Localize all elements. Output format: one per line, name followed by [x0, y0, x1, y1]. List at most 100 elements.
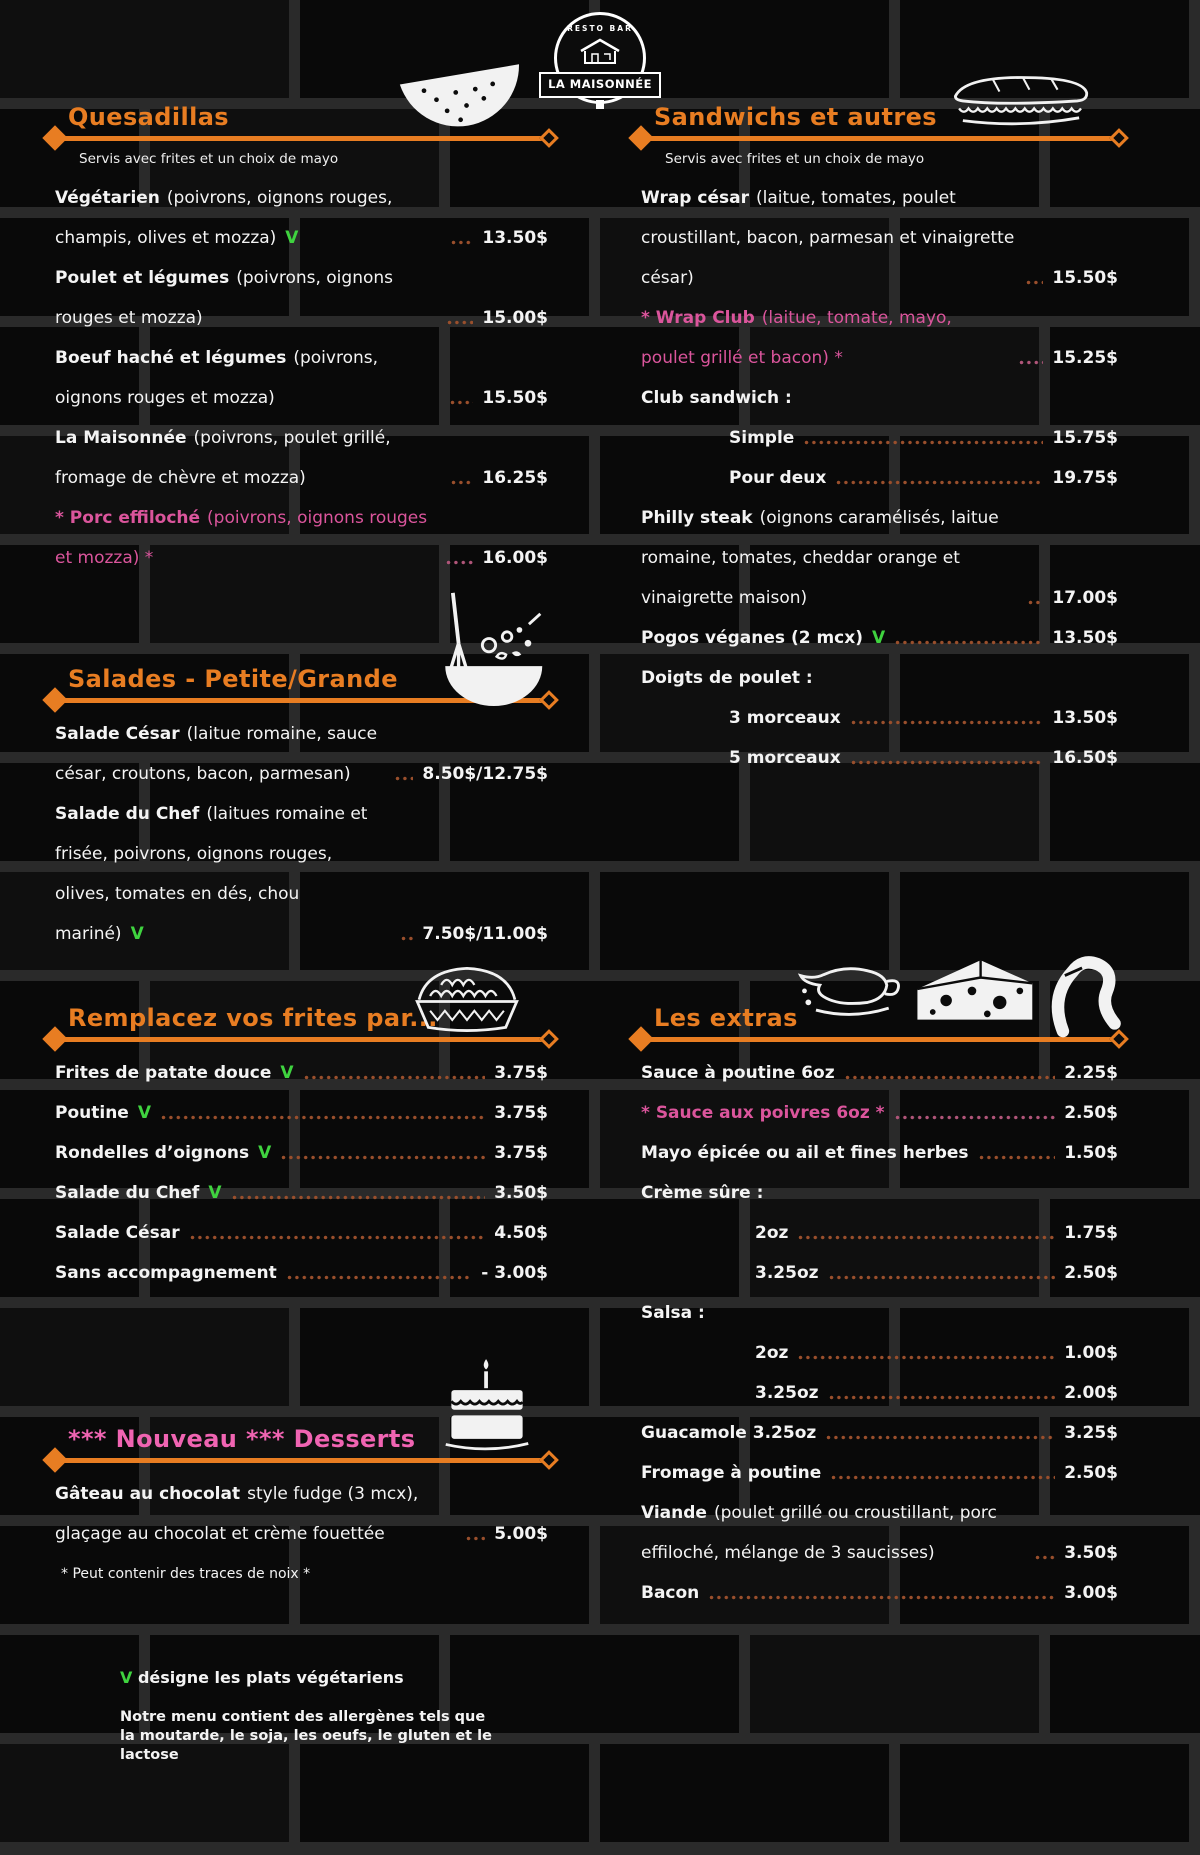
menu-item: Fromage à poutine 2.50$ [641, 1453, 1118, 1493]
brick [450, 545, 739, 643]
menu-item: Sans accompagnement - 3.00$ [55, 1253, 548, 1293]
item-price: 13.50$ [1052, 707, 1118, 728]
item-name: Salade du Chef [55, 1182, 200, 1203]
item-price: 19.75$ [1052, 467, 1118, 488]
item-price: 16.25$ [482, 467, 548, 488]
dotted-leader [161, 1114, 486, 1120]
section-title: Quesadillas [68, 103, 229, 131]
item-name: 2oz [755, 1342, 789, 1363]
veg-mark: V [208, 1182, 222, 1203]
dotted-leader [894, 1114, 1056, 1120]
item-desc: (laitue, tomates, poulet croustillant, b… [641, 187, 1015, 288]
dotted-leader [831, 1474, 1056, 1480]
brick [600, 436, 889, 534]
dotted-leader [451, 479, 474, 485]
menu-item: Mayo épicée ou ail et fines herbes 1.50$ [641, 1133, 1118, 1173]
section-subtitle: Servis avec frites et un choix de mayo [665, 150, 925, 167]
logo-mark [596, 100, 604, 109]
brick [450, 1635, 739, 1733]
item-name: 3 morceaux [729, 707, 841, 728]
dotted-leader [303, 1074, 486, 1080]
veg-legend: V désigne les plats végétariens [120, 1668, 404, 1687]
dotted-leader [850, 759, 1044, 765]
item-price: 16.00$ [482, 547, 548, 568]
brick [0, 1417, 139, 1515]
brick [1050, 109, 1200, 207]
item-name: Bacon [641, 1582, 700, 1603]
item-name: Viande [641, 1502, 707, 1523]
brick [900, 872, 1189, 970]
brick [750, 1199, 1039, 1297]
veg-mark: V [280, 1062, 294, 1083]
menu-item: Wrap césar (laitue, tomates, poulet crous… [641, 178, 1118, 298]
dotted-leader [281, 1154, 486, 1160]
item-price: 3.50$ [1064, 1542, 1118, 1563]
menu-group-label: Salsa : [641, 1302, 705, 1323]
dotted-leader [836, 479, 1044, 485]
menu-item: Viande (poulet grillé ou croustillant, po… [641, 1493, 1118, 1573]
menu-item: Gâteau au chocolat style fudge (3 mcx), g… [55, 1474, 548, 1554]
item-price: 15.25$ [1052, 347, 1118, 368]
menu-item: 3 morceaux 13.50$ [641, 698, 1118, 738]
item-name: 2oz [755, 1222, 789, 1243]
menu-item: Poutine V 3.75$ [55, 1093, 548, 1133]
section-salades: Salades - Petite/Grande Salade César (lai… [55, 592, 548, 954]
item-desc: (laitues romaine et frisée, poivrons, oi… [55, 803, 368, 944]
veg-mark: V [285, 227, 299, 248]
brick [0, 436, 289, 534]
section-divider [55, 1036, 548, 1042]
brick [0, 1635, 139, 1733]
brick [750, 545, 1039, 643]
menu-item: Sauce à poutine 6oz 2.25$ [641, 1053, 1118, 1093]
section-desserts: *** Nouveau *** Desserts Gâteau au choco… [55, 1359, 548, 1582]
brick [300, 1090, 589, 1188]
dotted-leader [804, 439, 1044, 445]
sandwich-icon [953, 76, 1089, 126]
section-title: *** Nouveau *** Desserts [68, 1425, 416, 1453]
brick [1050, 1417, 1200, 1515]
brick [0, 1526, 289, 1624]
allergen-notice: Notre menu contient des allergènes tels … [120, 1709, 492, 1764]
section-sandwichs: Sandwichs et autres Servis avec frites e… [641, 76, 1118, 778]
menu-items: Wrap césar (laitue, tomates, poulet crous… [641, 178, 1118, 778]
cake-icon [445, 1359, 529, 1451]
menu-item: Salade du Chef V 3.50$ [55, 1173, 548, 1213]
menu-item: Boeuf haché et légumes (poivrons, oignons… [55, 338, 548, 418]
brick [1050, 1635, 1200, 1733]
menu-item: Simple 15.75$ [641, 418, 1118, 458]
brick [150, 1199, 439, 1297]
item-name: Philly steak [641, 507, 753, 528]
brick [150, 327, 439, 425]
item-name: Fromage à poutine [641, 1462, 822, 1483]
dotted-leader [844, 1074, 1056, 1080]
section-divider [641, 1036, 1118, 1042]
menu-group-label: Doigts de poulet : [641, 667, 813, 688]
brick [900, 0, 1189, 98]
item-price: 16.50$ [1052, 747, 1118, 768]
item-price: 3.75$ [494, 1062, 548, 1083]
dotted-leader [828, 1394, 1056, 1400]
item-name: Mayo épicée ou ail et fines herbes [641, 1142, 969, 1163]
brick [300, 1526, 589, 1624]
brick [450, 763, 739, 861]
item-price: 2.50$ [1064, 1262, 1118, 1283]
dotted-leader [451, 239, 474, 245]
dotted-leader [1035, 1554, 1056, 1560]
noodle-bowl-icon [415, 966, 519, 1032]
dotted-leader [850, 719, 1044, 725]
item-desc: (poulet grillé ou croustillant, porc eff… [641, 1502, 997, 1563]
brick [750, 1635, 1039, 1733]
menu-item: * Sauce aux poivres 6oz * 2.50$ [641, 1093, 1118, 1133]
dotted-leader [828, 1274, 1056, 1280]
item-price: 7.50$/11.00$ [422, 923, 548, 944]
menu-item: * Wrap Club (laitue, tomate, mayo, poulet… [641, 298, 1118, 378]
dotted-leader [401, 935, 414, 941]
menu-item: 2oz 1.75$ [641, 1213, 1118, 1253]
item-price: 3.00$ [1064, 1582, 1118, 1603]
item-price: - 3.00$ [481, 1262, 548, 1283]
item-desc: (poivrons, oignons rouges et mozza) [55, 347, 379, 408]
item-price: 1.00$ [1064, 1342, 1118, 1363]
item-desc: (oignons caramélisés, laitue romaine, to… [641, 507, 999, 608]
brick [750, 109, 1039, 207]
